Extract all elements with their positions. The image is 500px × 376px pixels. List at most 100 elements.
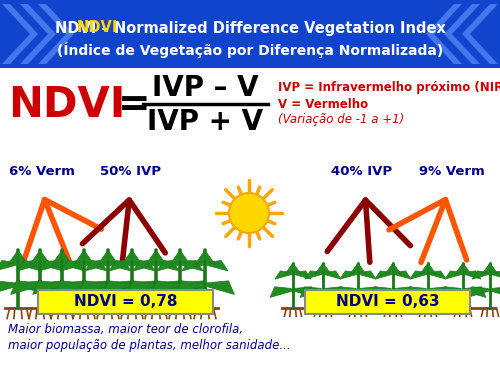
Polygon shape [10, 281, 40, 294]
Polygon shape [205, 281, 234, 294]
Polygon shape [205, 250, 216, 265]
Text: (Índice de Vegetação por Diferença Normalizada): (Índice de Vegetação por Diferença Norma… [57, 42, 443, 58]
Polygon shape [180, 261, 203, 271]
Text: 50% IVP: 50% IVP [100, 165, 160, 178]
Polygon shape [467, 287, 490, 297]
Polygon shape [194, 250, 205, 265]
Polygon shape [323, 287, 346, 297]
Polygon shape [146, 250, 156, 265]
Polygon shape [150, 281, 180, 294]
Polygon shape [2, 4, 38, 64]
Polygon shape [205, 261, 228, 271]
Polygon shape [335, 287, 358, 297]
Polygon shape [420, 263, 428, 274]
Polygon shape [305, 271, 323, 279]
Text: NDVI: NDVI [8, 84, 126, 126]
Polygon shape [52, 250, 62, 265]
Polygon shape [8, 250, 18, 265]
Polygon shape [122, 250, 132, 265]
Polygon shape [156, 281, 186, 294]
FancyBboxPatch shape [38, 290, 213, 314]
Text: (Variação de -1 a +1): (Variação de -1 a +1) [278, 114, 404, 126]
Text: 9% Verm: 9% Verm [419, 165, 485, 178]
Polygon shape [32, 281, 62, 294]
Polygon shape [62, 261, 85, 271]
Polygon shape [156, 261, 179, 271]
Text: V = Vermelho: V = Vermelho [278, 97, 368, 111]
Polygon shape [285, 263, 293, 274]
Polygon shape [126, 281, 156, 294]
Polygon shape [18, 261, 41, 271]
Polygon shape [132, 261, 155, 271]
Text: 40% IVP: 40% IVP [332, 165, 392, 178]
Polygon shape [385, 263, 393, 274]
Polygon shape [393, 271, 411, 279]
Polygon shape [40, 261, 63, 271]
Polygon shape [132, 250, 142, 265]
Polygon shape [30, 250, 40, 265]
Polygon shape [410, 271, 428, 279]
Polygon shape [323, 271, 341, 279]
Polygon shape [275, 271, 293, 279]
Polygon shape [61, 261, 84, 271]
Polygon shape [84, 281, 114, 294]
Polygon shape [156, 250, 166, 265]
Text: NDVI: NDVI [76, 21, 118, 35]
Polygon shape [426, 4, 462, 64]
Polygon shape [176, 281, 205, 294]
Polygon shape [132, 281, 162, 294]
Polygon shape [293, 263, 301, 274]
Polygon shape [84, 261, 107, 271]
Polygon shape [463, 271, 481, 279]
FancyBboxPatch shape [305, 290, 470, 314]
Text: NDVI – Normalized Difference Vegetation Index: NDVI – Normalized Difference Vegetation … [54, 21, 446, 35]
Polygon shape [108, 261, 131, 271]
Polygon shape [393, 287, 416, 297]
Polygon shape [462, 4, 498, 64]
Polygon shape [62, 281, 92, 294]
Polygon shape [54, 281, 84, 294]
Polygon shape [108, 281, 138, 294]
Polygon shape [40, 250, 50, 265]
Polygon shape [157, 261, 180, 271]
Polygon shape [405, 287, 428, 297]
Polygon shape [428, 287, 451, 297]
Polygon shape [440, 287, 463, 297]
Polygon shape [182, 261, 205, 271]
Polygon shape [40, 281, 70, 294]
Circle shape [229, 193, 269, 233]
Polygon shape [340, 271, 358, 279]
Polygon shape [375, 271, 393, 279]
Text: 6% Verm: 6% Verm [9, 165, 75, 178]
Polygon shape [463, 287, 486, 297]
Polygon shape [18, 281, 48, 294]
Text: IVP = Infravermelho próximo (NIR): IVP = Infravermelho próximo (NIR) [278, 82, 500, 94]
Polygon shape [108, 250, 118, 265]
Polygon shape [102, 281, 132, 294]
Polygon shape [133, 261, 156, 271]
Polygon shape [463, 263, 471, 274]
Polygon shape [38, 4, 74, 64]
Polygon shape [98, 250, 108, 265]
Polygon shape [490, 287, 500, 297]
Polygon shape [18, 250, 28, 265]
Polygon shape [20, 4, 56, 64]
Polygon shape [472, 271, 490, 279]
Polygon shape [358, 287, 381, 297]
Polygon shape [300, 287, 323, 297]
Polygon shape [323, 263, 331, 274]
Polygon shape [358, 271, 376, 279]
Polygon shape [17, 261, 40, 271]
Polygon shape [370, 287, 393, 297]
Polygon shape [84, 250, 94, 265]
Polygon shape [293, 287, 316, 297]
Polygon shape [180, 281, 210, 294]
Text: Maior biomassa, maior teor de clorofila,: Maior biomassa, maior teor de clorofila, [8, 323, 243, 337]
Bar [0, 0, 500, 68]
Polygon shape [358, 263, 366, 274]
Text: NDVI = 0,63: NDVI = 0,63 [336, 294, 440, 309]
Polygon shape [180, 250, 190, 265]
Polygon shape [270, 287, 293, 297]
Text: IVP – V: IVP – V [152, 74, 258, 102]
Polygon shape [74, 250, 84, 265]
